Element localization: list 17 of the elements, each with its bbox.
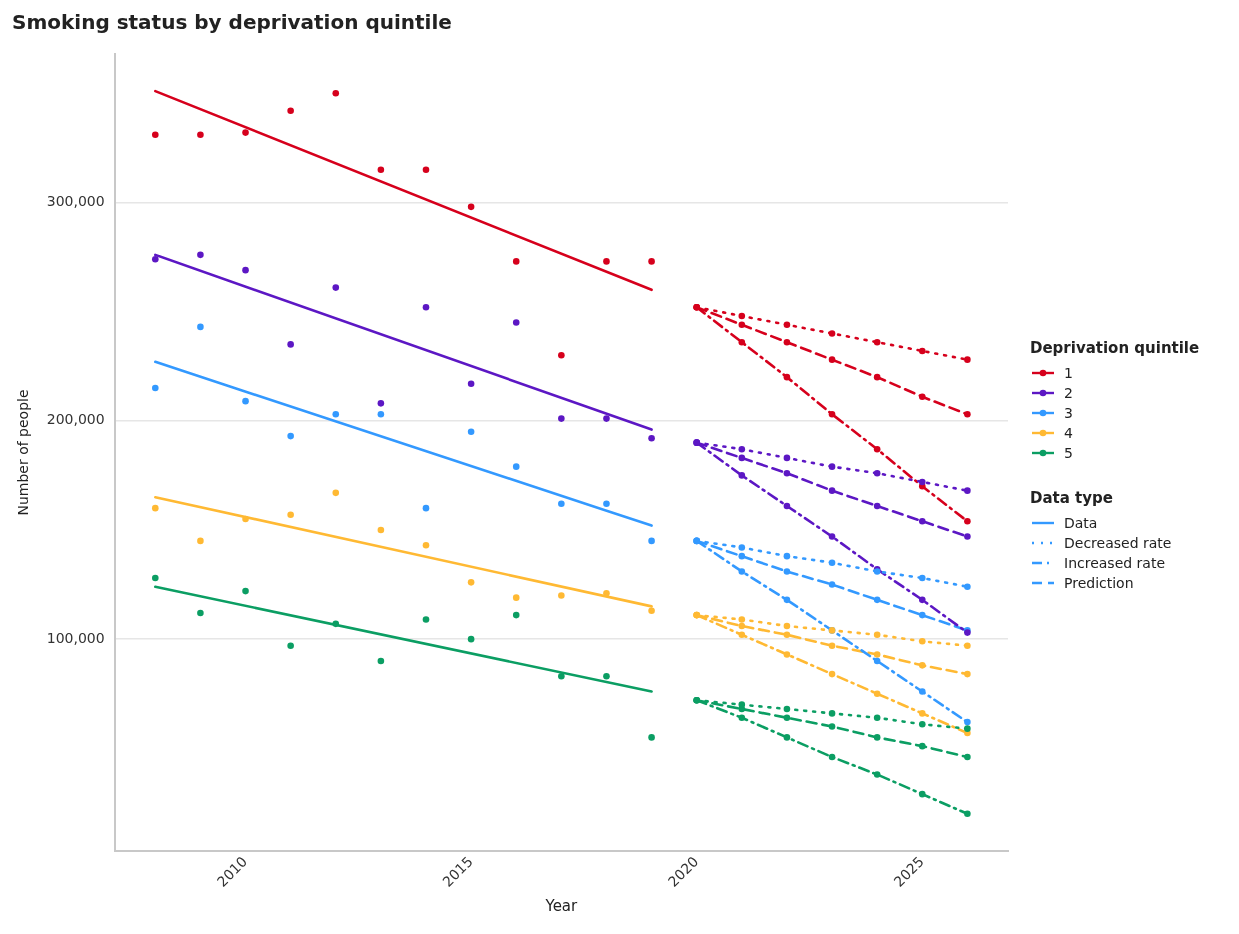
legend-label: Decreased rate	[1064, 535, 1172, 551]
legend-label: 1	[1064, 365, 1073, 381]
legend-label: 4	[1064, 425, 1073, 441]
x-axis-title: Year	[544, 896, 579, 915]
chart-title: Smoking status by deprivation quintile	[12, 10, 452, 35]
legend-title: Deprivation quintile	[1030, 339, 1200, 357]
text: Data type	[1030, 489, 1114, 507]
legend-label: 2	[1064, 385, 1073, 401]
legend-label: Prediction	[1064, 575, 1134, 591]
legend-label: 5	[1064, 445, 1073, 461]
y-tick-label: 300,000	[46, 193, 105, 210]
legend-label: Increased rate	[1064, 555, 1166, 571]
y-tick-label: 100,000	[46, 629, 105, 646]
legend-label: Data	[1064, 515, 1098, 531]
legend-label: 3	[1064, 405, 1073, 421]
y-tick-label: 200,000	[46, 411, 105, 428]
y-axis-title: Number of people	[15, 389, 32, 516]
